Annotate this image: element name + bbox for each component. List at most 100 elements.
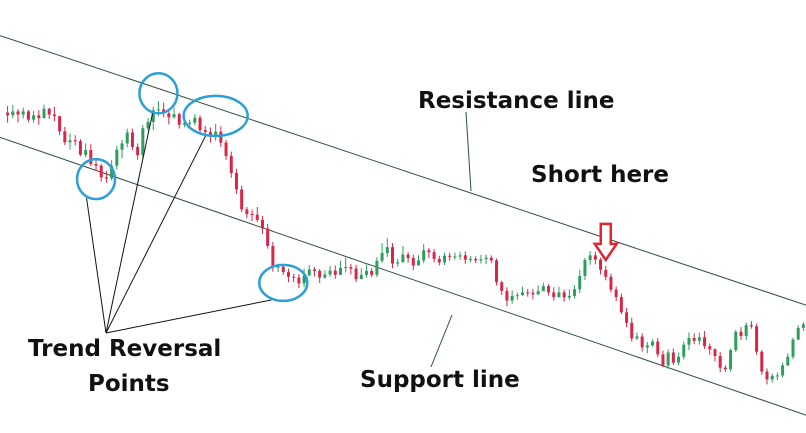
candle-body: [193, 117, 197, 123]
candle-body: [281, 266, 285, 273]
candle-body: [547, 286, 551, 293]
candle: [479, 254, 483, 264]
candle-body: [234, 173, 238, 190]
candle: [578, 269, 582, 294]
reversal-label-line2: Points: [88, 371, 170, 397]
candle: [110, 160, 114, 181]
candle: [292, 273, 296, 283]
candle: [734, 329, 738, 353]
candle: [443, 252, 447, 266]
candle-body: [172, 114, 176, 118]
candle: [136, 143, 140, 160]
candle-body: [224, 142, 228, 156]
candle: [682, 341, 686, 360]
candle-body: [167, 113, 171, 118]
candle-body: [739, 331, 743, 337]
candle-body: [682, 344, 686, 357]
candle: [349, 263, 353, 275]
candle-body: [188, 122, 192, 124]
candle: [713, 348, 717, 362]
candle-body: [78, 141, 82, 155]
resistance-label-leader: [465, 111, 472, 192]
candle-body: [552, 292, 556, 298]
candle-body: [156, 109, 160, 111]
candle-body: [801, 324, 805, 328]
candle: [68, 133, 72, 150]
candle: [708, 343, 712, 355]
candle: [286, 268, 290, 283]
candlesticks: [6, 101, 805, 385]
candle-body: [89, 150, 93, 165]
candle: [229, 151, 233, 178]
support-line: [0, 136, 806, 416]
candle-body: [593, 255, 597, 260]
candle-body: [411, 258, 415, 266]
candle-body: [219, 131, 223, 143]
candle: [146, 118, 150, 131]
candle-body: [203, 130, 207, 133]
candle: [474, 256, 478, 264]
candle: [406, 252, 410, 263]
candle: [380, 243, 384, 264]
candle: [588, 251, 592, 265]
candle-body: [73, 140, 77, 142]
candle: [115, 145, 119, 170]
candle: [99, 164, 103, 182]
candle-body: [443, 255, 447, 263]
candle-body: [390, 247, 394, 264]
candle-body: [364, 270, 368, 275]
candle-body: [791, 339, 795, 357]
resistance-label: Resistance line: [418, 88, 614, 114]
candle: [359, 268, 363, 280]
candle-body: [151, 110, 155, 122]
candle-body: [697, 337, 701, 341]
support-label-leader: [430, 314, 453, 368]
candle: [130, 128, 134, 151]
candle-body: [396, 262, 400, 264]
resistance-line: [0, 35, 806, 306]
candle-body: [713, 349, 717, 356]
candle: [214, 123, 218, 141]
candle-body: [266, 228, 270, 246]
candle-body: [292, 276, 296, 278]
candle-body: [775, 375, 779, 377]
candle: [671, 348, 675, 365]
candle: [245, 206, 249, 219]
candle: [422, 244, 426, 264]
candle-body: [307, 269, 311, 276]
candle-body: [26, 111, 30, 120]
candle-body: [359, 274, 363, 280]
candle: [635, 332, 639, 340]
candle: [765, 368, 769, 385]
candle: [84, 143, 88, 158]
short-label: Short here: [531, 162, 669, 188]
candle: [63, 127, 67, 145]
candle: [619, 293, 623, 315]
candle-body: [182, 123, 186, 125]
candle-body: [744, 325, 748, 337]
candle-body: [656, 341, 660, 355]
candle: [437, 255, 441, 266]
reversal-circle: [138, 72, 179, 115]
candle-body: [510, 295, 514, 301]
candle-body: [437, 258, 441, 263]
candle: [89, 144, 93, 167]
candle-body: [240, 189, 244, 210]
candle: [801, 322, 805, 332]
candle-body: [630, 322, 634, 339]
candle: [104, 170, 108, 183]
candle-body: [37, 115, 41, 119]
candle-body: [344, 267, 348, 269]
candle: [198, 115, 202, 135]
candle-body: [333, 270, 337, 275]
candle: [37, 110, 41, 125]
candle-body: [796, 327, 800, 340]
candle-body: [354, 268, 358, 280]
candle-body: [609, 276, 613, 290]
candle: [323, 270, 327, 279]
candle: [6, 105, 10, 123]
candle: [78, 139, 82, 157]
candle-body: [666, 352, 670, 366]
candle: [604, 265, 608, 281]
candle: [328, 265, 332, 277]
